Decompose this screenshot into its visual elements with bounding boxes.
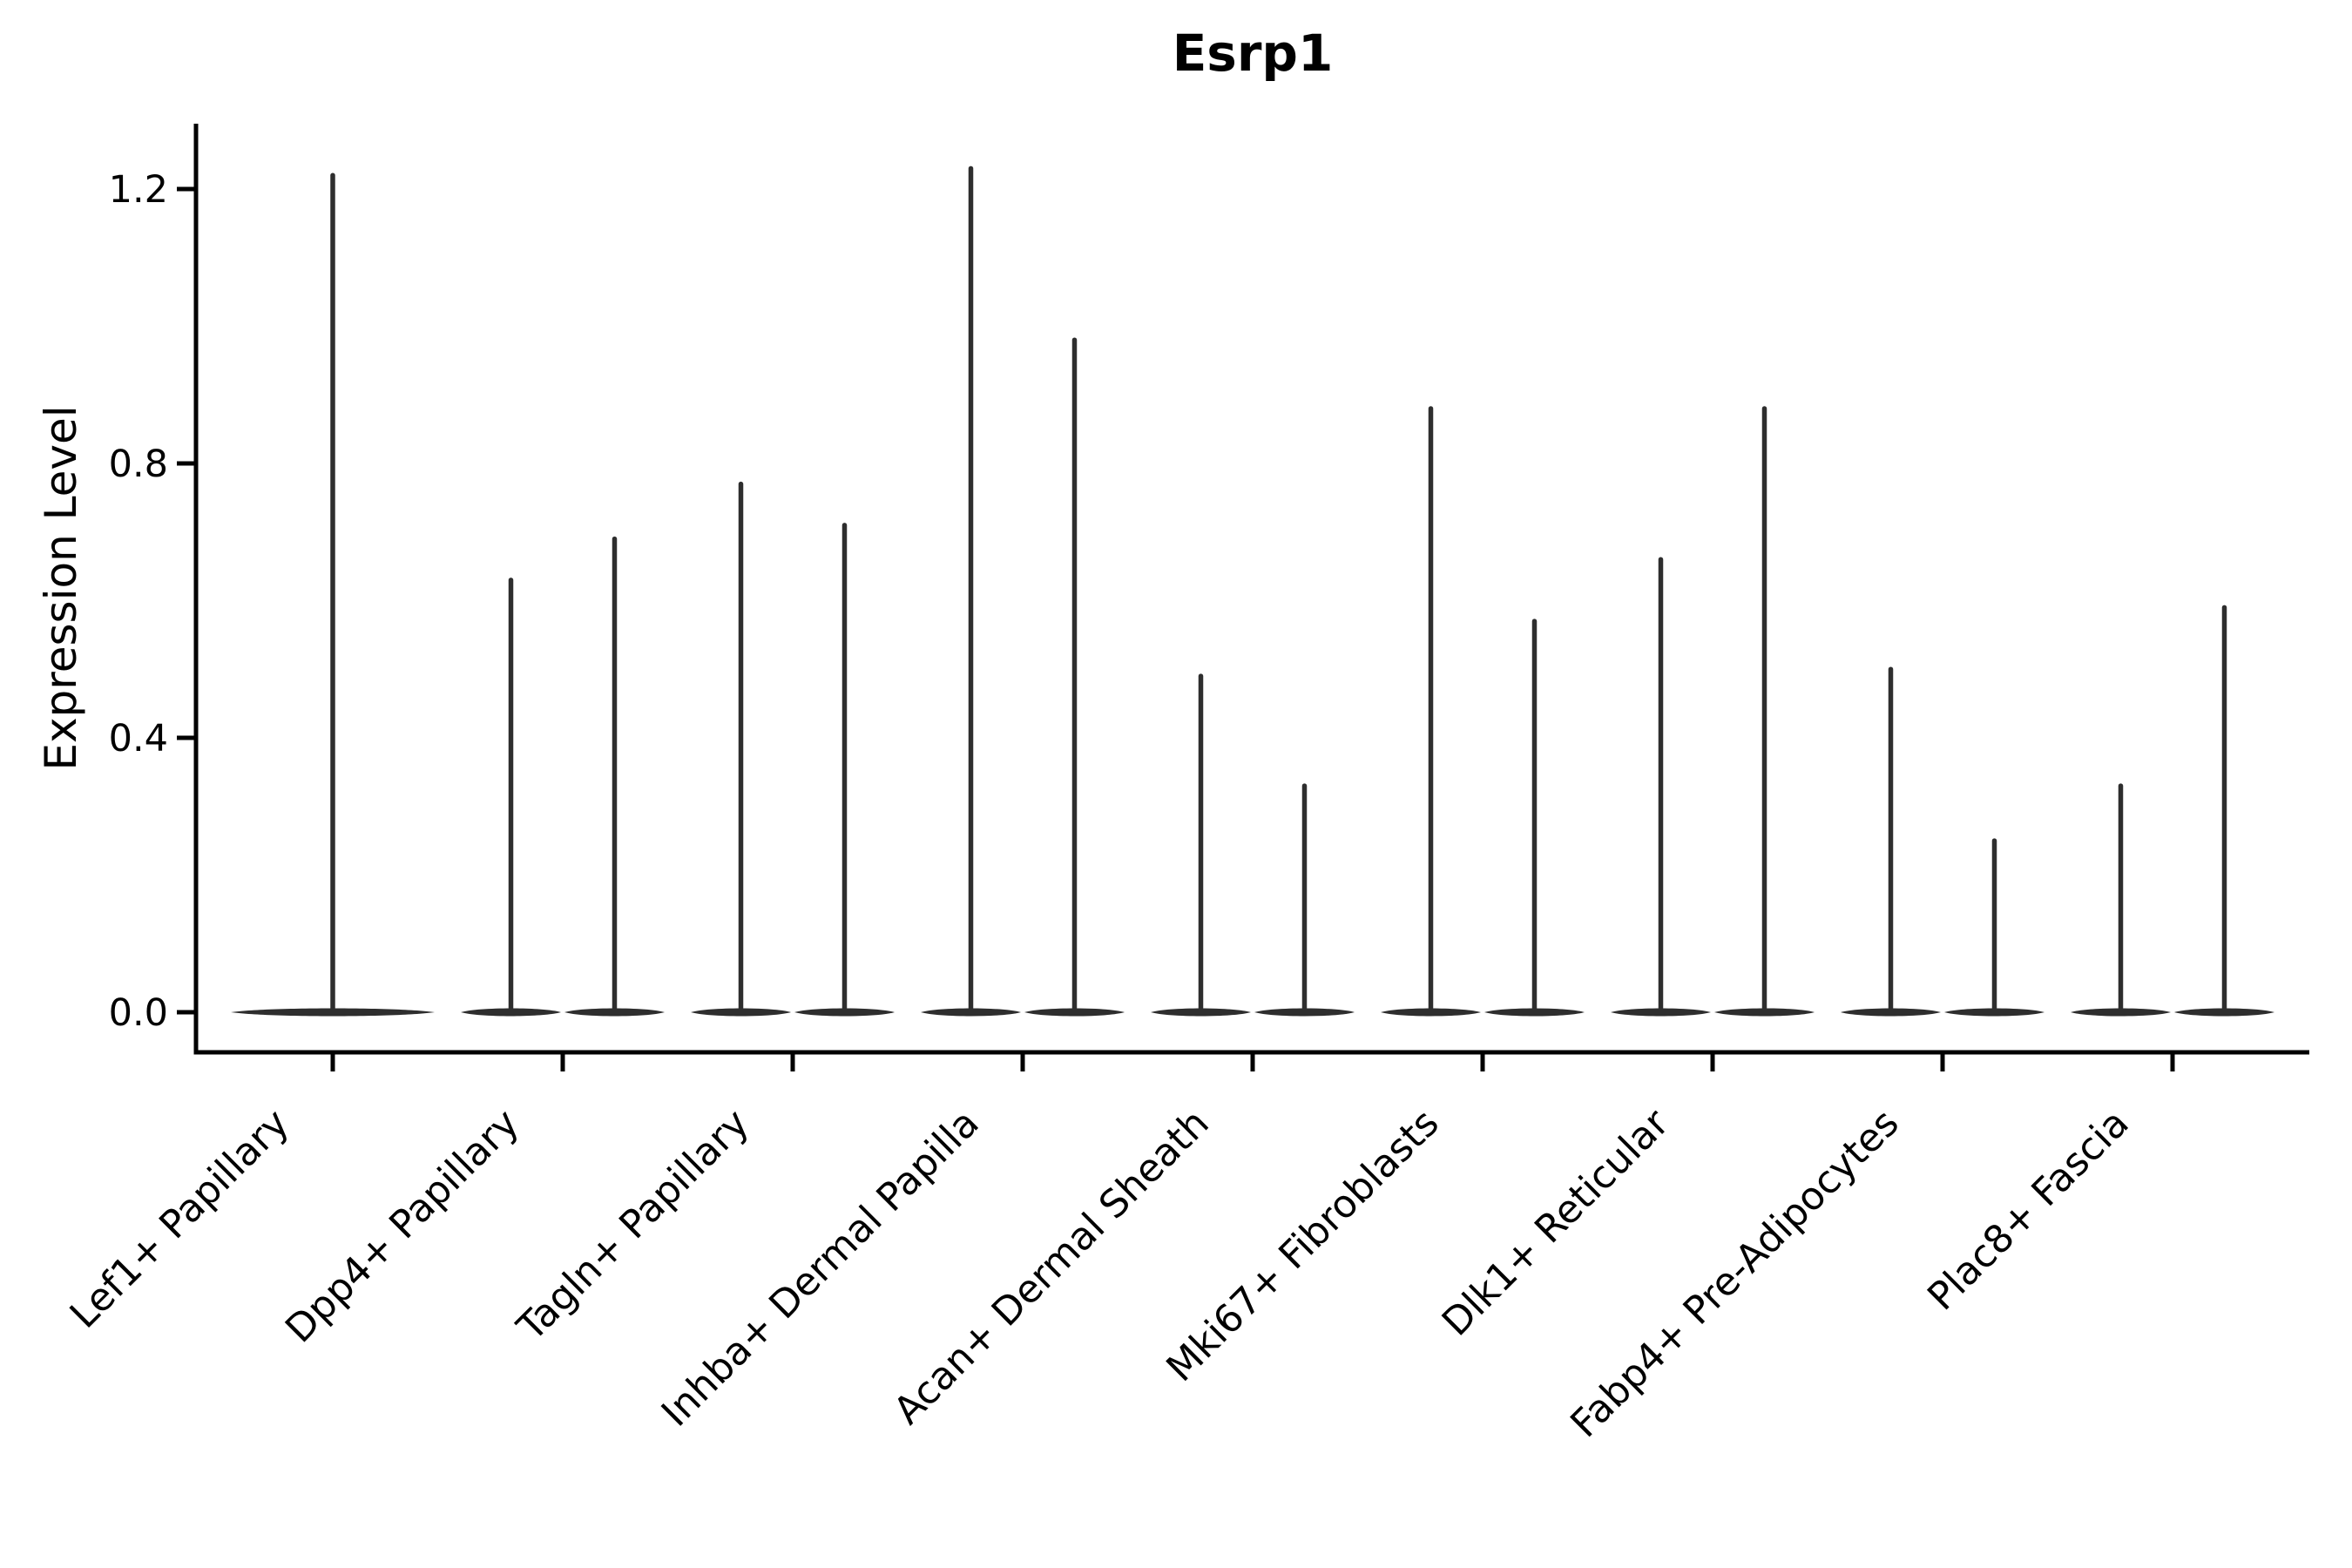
violin-body	[921, 1008, 1021, 1017]
violin-body	[564, 1008, 665, 1017]
violin-body	[461, 1008, 561, 1017]
y-tick-label: 0.4	[109, 717, 168, 760]
plot-title: Esrp1	[1172, 24, 1334, 83]
violin-body	[691, 1008, 791, 1017]
violin-body	[794, 1008, 895, 1017]
violin-body	[1484, 1008, 1585, 1017]
violin-body	[1841, 1008, 1941, 1017]
violin-body	[2071, 1008, 2171, 1017]
x-category-label: Tagln+ Papillary	[509, 1101, 758, 1350]
violin-body	[1024, 1008, 1125, 1017]
x-category-label: Dpp4+ Papillary	[277, 1101, 528, 1352]
x-category-label: Dlk1+ Reticular	[1434, 1100, 1679, 1345]
violin-body	[1254, 1008, 1355, 1017]
y-tick-label: 0.0	[109, 991, 168, 1035]
y-tick-label: 0.8	[109, 443, 168, 486]
violin-body	[1611, 1008, 1711, 1017]
violin-body	[231, 1008, 435, 1017]
y-tick-label: 1.2	[109, 168, 168, 212]
violin-body	[1714, 1008, 1815, 1017]
violin-body	[1151, 1008, 1251, 1017]
violin-body	[1944, 1008, 2044, 1017]
violin-body	[1381, 1008, 1481, 1017]
violin-body	[2174, 1008, 2274, 1017]
x-category-label: Lef1+ Papillary	[62, 1101, 298, 1337]
x-category-label: Plac8+ Fascia	[1919, 1101, 2138, 1320]
